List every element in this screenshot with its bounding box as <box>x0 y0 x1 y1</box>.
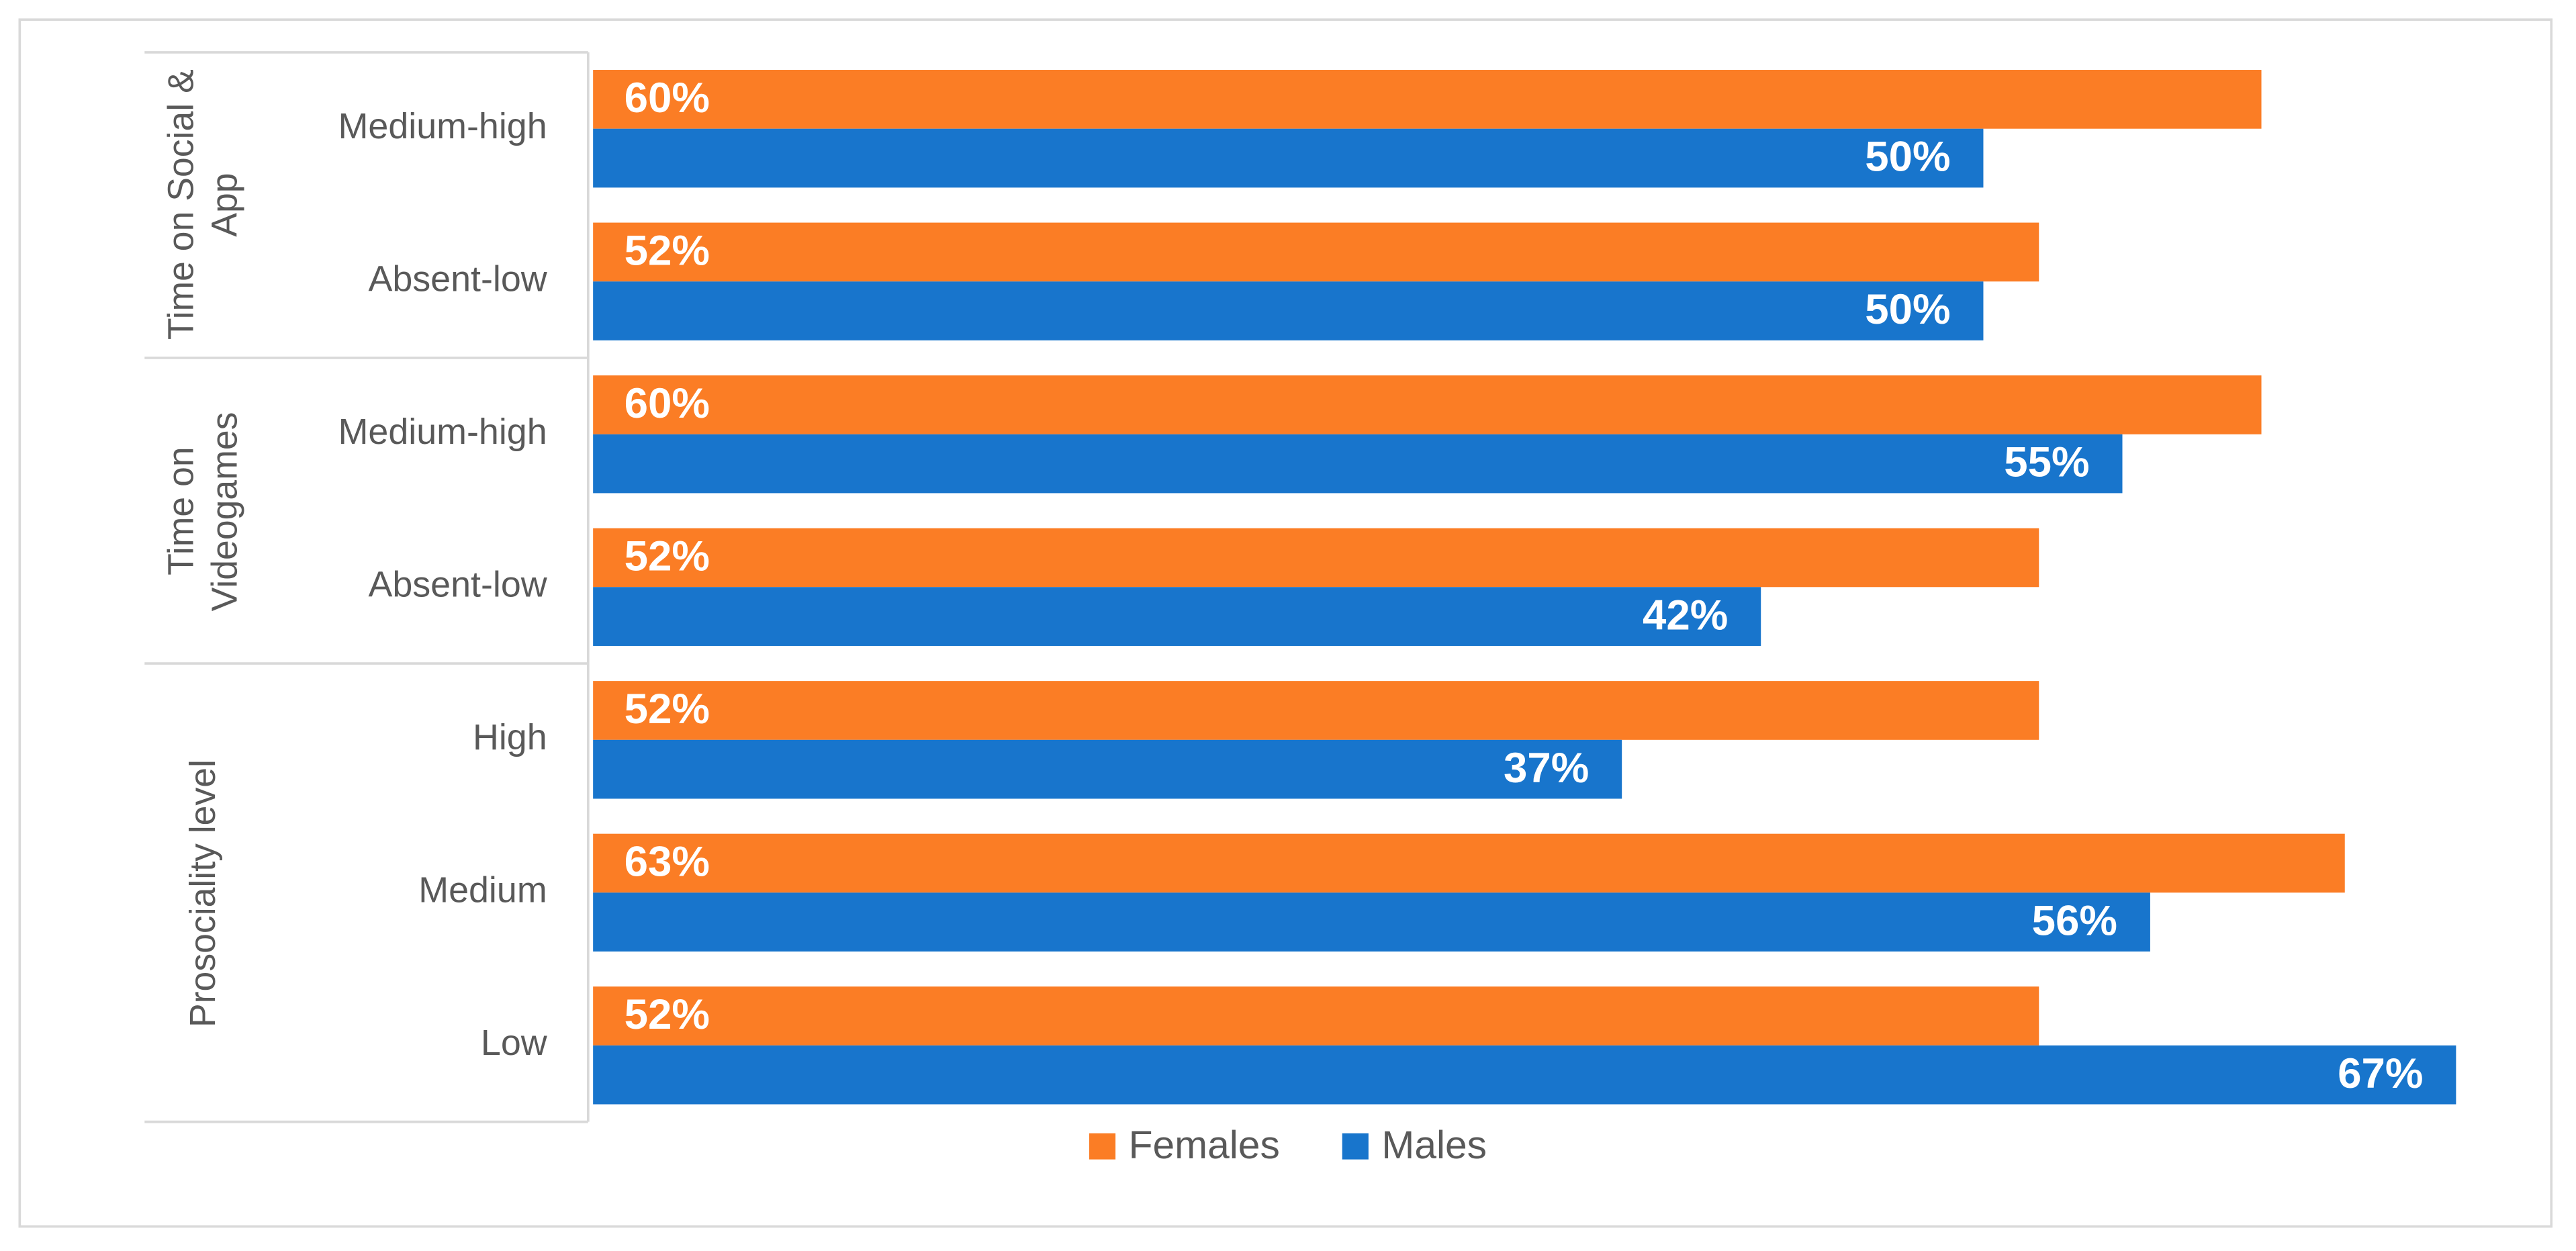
legend-swatch <box>1342 1133 1369 1160</box>
bar <box>593 128 1984 188</box>
bar <box>593 1045 2456 1105</box>
bar <box>593 434 2123 494</box>
group-label-box: Time on Social & App <box>160 69 245 340</box>
category-label: High <box>473 717 547 757</box>
category-label: Absent-low <box>368 259 547 299</box>
bar <box>593 833 2345 893</box>
data-label: 42% <box>1643 592 1728 639</box>
category-label: Low <box>481 1023 547 1063</box>
data-label: 50% <box>1865 286 1950 333</box>
data-label: 60% <box>625 75 710 122</box>
bar <box>593 375 2262 434</box>
bar <box>593 739 1622 799</box>
bar <box>593 587 1761 646</box>
data-label: 56% <box>2032 897 2117 944</box>
group-label: Prosociality level <box>182 758 224 1027</box>
data-label: 67% <box>2338 1050 2423 1097</box>
bar <box>593 528 2039 588</box>
legend-label: Females <box>1129 1123 1280 1167</box>
data-label: 50% <box>1865 134 1950 181</box>
chart-body: Time on Social & App Medium-high 60% 50% Abs… <box>18 18 2553 1228</box>
data-label: 63% <box>625 839 710 886</box>
bar <box>593 70 2262 129</box>
data-label: 60% <box>625 380 710 427</box>
category-label: Medium-high <box>338 412 547 452</box>
bar <box>593 892 2150 952</box>
category-label: Medium <box>418 870 547 911</box>
group-label-box: Time on Videogames <box>160 411 245 610</box>
data-label: 52% <box>625 533 710 580</box>
data-label: 52% <box>625 686 710 733</box>
bar <box>593 222 2039 282</box>
bar <box>593 681 2039 740</box>
data-label: 52% <box>625 991 710 1038</box>
bar <box>593 986 2039 1046</box>
data-label: 37% <box>1504 745 1589 792</box>
group-label: Time on Social & App <box>160 69 245 340</box>
category-label: Absent-low <box>368 565 547 605</box>
legend-label: Males <box>1381 1123 1487 1167</box>
bar <box>593 281 1984 340</box>
data-label: 55% <box>2004 439 2089 486</box>
category-label: Medium-high <box>338 106 547 146</box>
legend-swatch <box>1089 1133 1116 1160</box>
group-label-box: Prosociality level <box>182 758 224 1027</box>
group-label: Time on Videogames <box>160 411 245 610</box>
data-label: 52% <box>625 228 710 275</box>
